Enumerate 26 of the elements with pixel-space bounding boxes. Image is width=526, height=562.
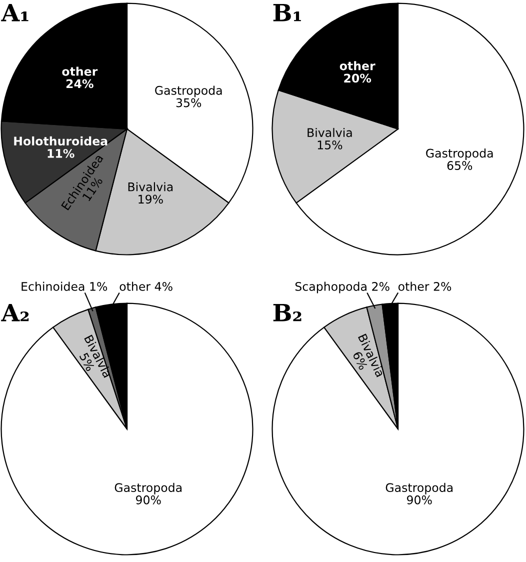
data-label: 65% bbox=[447, 161, 472, 170]
slice-label: Bivalvia bbox=[308, 128, 352, 138]
slice-label: Gastropoda bbox=[114, 482, 182, 494]
text: A₂ bbox=[1, 304, 29, 322]
data-label: 24% bbox=[66, 79, 94, 88]
slice-label: other bbox=[340, 61, 376, 70]
chart-title: A₁ bbox=[1, 4, 28, 22]
slice-label: other 2% bbox=[398, 282, 452, 291]
slice-label: Holothuroidea bbox=[14, 136, 108, 146]
data-label: 15% bbox=[318, 140, 342, 150]
slice-label: other bbox=[62, 66, 98, 76]
slice-label: Gastropoda bbox=[386, 482, 453, 494]
data-label: 90% bbox=[406, 495, 432, 504]
slice-label: Echinoidea 1% bbox=[22, 282, 108, 291]
slice-label: Scaphopoda 2% bbox=[295, 282, 390, 294]
slice-label: Bivalvia bbox=[128, 182, 173, 192]
data-label: 90% bbox=[136, 495, 161, 504]
data-label: 19% bbox=[138, 194, 163, 204]
data-label: 11% bbox=[48, 148, 74, 158]
slice-label: Gastropoda bbox=[426, 148, 493, 160]
data-label: 20% bbox=[344, 74, 372, 83]
slice-label: other 4% bbox=[120, 282, 172, 291]
text: B₂ bbox=[273, 304, 302, 322]
slice-label: Gastropoda bbox=[155, 86, 222, 98]
chart-title: B₁ bbox=[273, 4, 301, 22]
data-label: 35% bbox=[176, 98, 202, 108]
